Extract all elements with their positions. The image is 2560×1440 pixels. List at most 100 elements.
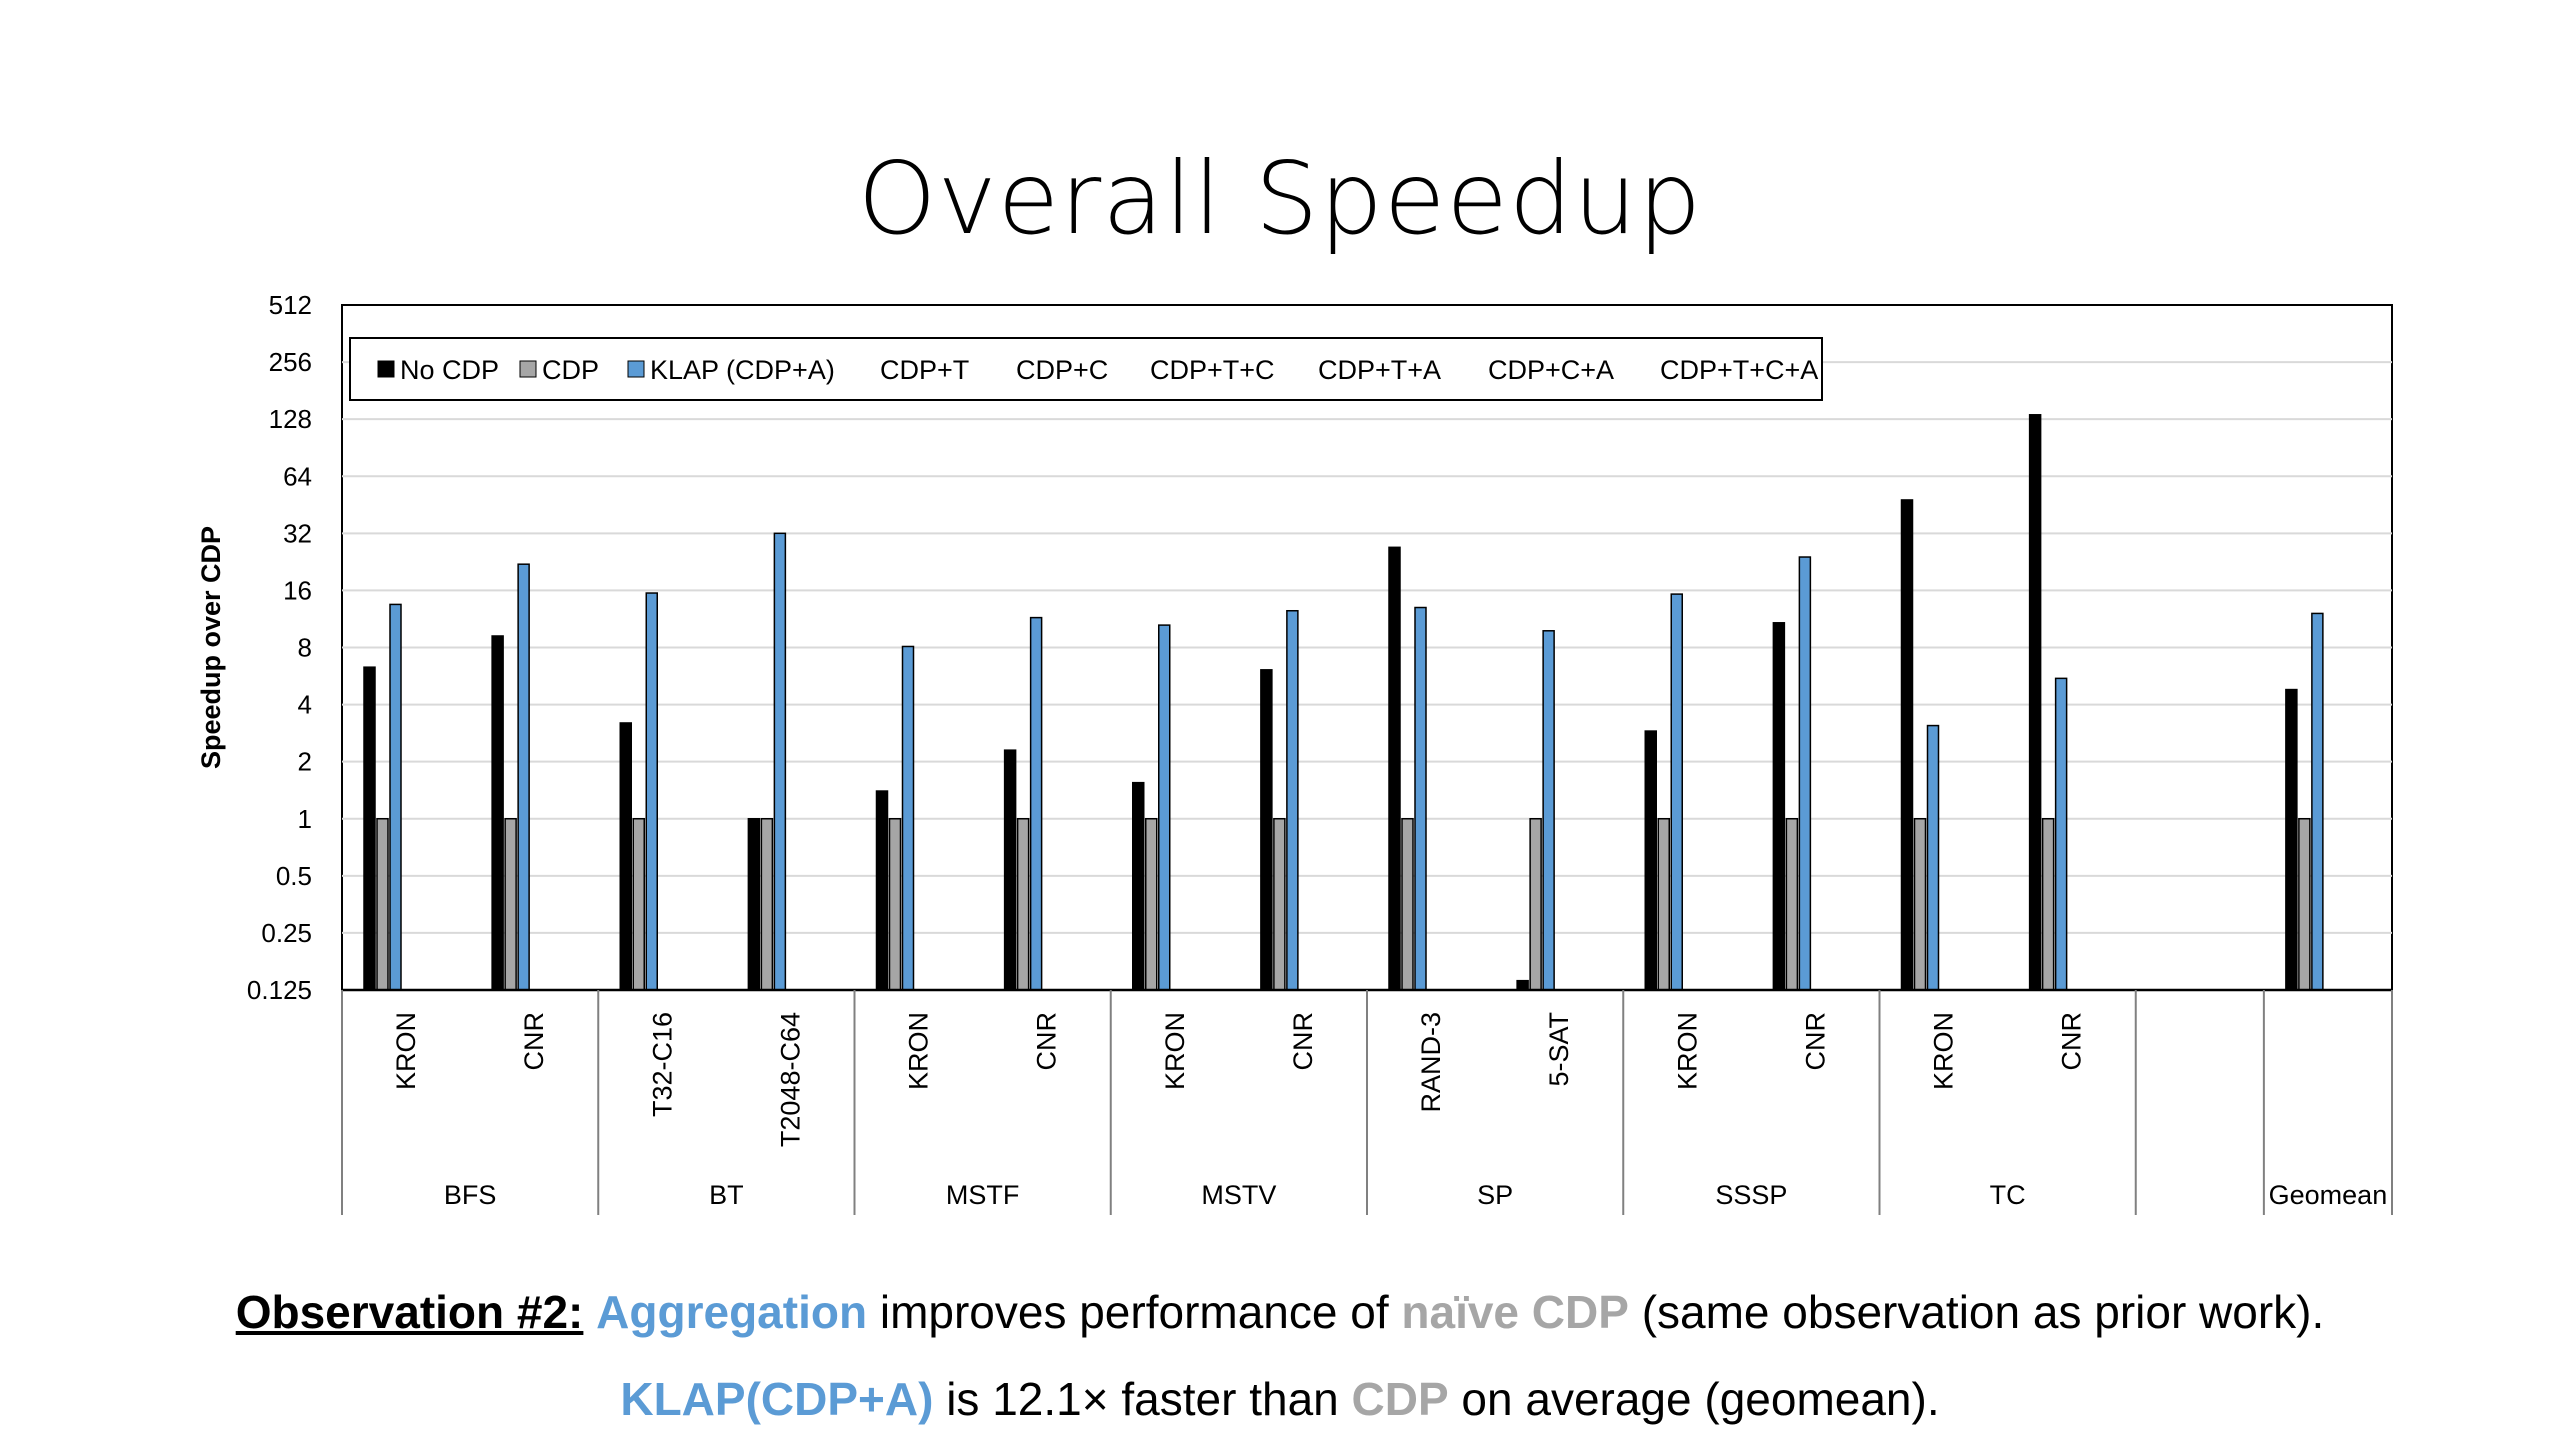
observation-heading: Observation #2: xyxy=(235,1286,584,1338)
group-label: SP xyxy=(1477,1180,1513,1210)
bar-cdp xyxy=(632,818,645,991)
bar-klap-cdp-a- xyxy=(1414,606,1427,991)
group-label: BT xyxy=(709,1180,744,1210)
category-label: KRON xyxy=(1672,1012,1702,1090)
y-tick-label: 2 xyxy=(298,747,312,777)
bar-cdp xyxy=(760,818,774,991)
bar-klap-cdp-a- xyxy=(1286,609,1299,991)
aggregation-term: Aggregation xyxy=(596,1286,868,1338)
bar-cdp xyxy=(2041,818,2055,991)
bar-cdp xyxy=(1016,818,1030,991)
bar-cdp xyxy=(2298,818,2311,991)
naive-cdp-term: naïve CDP xyxy=(1401,1286,1629,1338)
legend-item: CDP+T+A xyxy=(1318,355,1441,385)
category-label: KRON xyxy=(904,1012,934,1090)
group-label: SSSP xyxy=(1715,1180,1787,1210)
cdp-term: CDP xyxy=(1351,1373,1449,1425)
bar-cdp xyxy=(1529,818,1542,991)
category-label: CNR xyxy=(1032,1012,1062,1071)
y-tick-label: 32 xyxy=(283,518,312,548)
bar-cdp xyxy=(1145,818,1158,991)
bar-cdp xyxy=(376,818,389,991)
legend-item: No CDP xyxy=(400,355,499,385)
bar-klap-cdp-a- xyxy=(2054,677,2068,991)
bar-cdp xyxy=(888,818,902,991)
bar-no-cdp xyxy=(1260,669,1273,991)
bar-no-cdp xyxy=(619,722,632,991)
bar-klap-cdp-a- xyxy=(1798,556,1812,991)
group-label: MSTF xyxy=(946,1180,1020,1210)
group-label: Geomean xyxy=(2269,1180,2388,1210)
bar-klap-cdp-a- xyxy=(1542,630,1555,991)
y-axis-label: Speedup over CDP xyxy=(196,526,226,769)
y-tick-label: 256 xyxy=(269,347,312,377)
bar-no-cdp xyxy=(1132,781,1145,991)
category-label: KRON xyxy=(391,1012,421,1090)
y-tick-label: 0.125 xyxy=(247,975,312,1005)
group-label: TC xyxy=(1990,1180,2026,1210)
observation-text-1a: improves performance of xyxy=(867,1286,1402,1338)
bar-no-cdp xyxy=(2285,688,2298,991)
bar-cdp xyxy=(1273,818,1286,991)
legend-swatch xyxy=(627,360,645,378)
bar-no-cdp xyxy=(363,666,376,991)
observation-text-2a: is 12.1× faster than xyxy=(933,1373,1352,1425)
category-label: T32-C16 xyxy=(647,1012,677,1117)
bar-klap-cdp-a- xyxy=(1029,616,1043,991)
y-tick-label: 1 xyxy=(298,804,312,834)
bar-no-cdp xyxy=(1516,979,1529,991)
observation-text-1b: (same observation as prior work). xyxy=(1628,1286,2325,1338)
category-label: T2048-C64 xyxy=(775,1012,805,1147)
bar-no-cdp xyxy=(1644,730,1657,991)
bar-cdp xyxy=(504,818,517,991)
category-label: CNR xyxy=(519,1012,549,1071)
bar-no-cdp xyxy=(1388,546,1401,991)
bar-klap-cdp-a- xyxy=(2311,612,2324,991)
legend-item: CDP+C xyxy=(1016,355,1108,385)
category-label: 5-SAT xyxy=(1544,1012,1574,1087)
category-label: CNR xyxy=(2057,1012,2087,1071)
legend-item: KLAP (CDP+A) xyxy=(650,355,835,385)
y-tick-label: 8 xyxy=(298,633,312,663)
bar-klap-cdp-a- xyxy=(1158,624,1171,991)
bar-no-cdp xyxy=(1772,622,1786,991)
bar-cdp xyxy=(1657,818,1670,991)
legend-item: CDP+T+C xyxy=(1150,355,1275,385)
bar-cdp xyxy=(1785,818,1799,991)
observation-line-1: Observation #2: Aggregation improves per… xyxy=(0,1285,2560,1339)
y-tick-label: 512 xyxy=(269,290,312,320)
bar-klap-cdp-a- xyxy=(389,603,402,991)
group-label: BFS xyxy=(444,1180,497,1210)
y-tick-label: 0.25 xyxy=(261,918,312,948)
bar-klap-cdp-a- xyxy=(1926,724,1940,991)
y-tick-label: 0.5 xyxy=(276,861,312,891)
bar-no-cdp xyxy=(1003,749,1017,991)
legend-swatch xyxy=(519,360,537,378)
bar-no-cdp xyxy=(1900,499,1914,991)
bar-cdp xyxy=(1401,818,1414,991)
bar-no-cdp xyxy=(747,818,761,991)
legend-item: CDP+T+C+A xyxy=(1660,355,1818,385)
slide-title: Overall Speedup xyxy=(857,140,1703,257)
bar-no-cdp xyxy=(2028,414,2042,991)
observation-text-2b: on average (geomean). xyxy=(1448,1373,1940,1425)
bar-no-cdp xyxy=(875,790,889,991)
y-tick-label: 4 xyxy=(298,690,312,720)
bar-klap-cdp-a- xyxy=(517,563,530,991)
bar-klap-cdp-a- xyxy=(1670,593,1683,991)
bar-klap-cdp-a- xyxy=(773,532,787,991)
bar-no-cdp xyxy=(491,635,504,991)
category-label: KRON xyxy=(1160,1012,1190,1090)
category-label: CNR xyxy=(1800,1012,1830,1071)
bar-cdp xyxy=(1913,818,1927,991)
legend-item: CDP xyxy=(542,355,599,385)
legend-swatch xyxy=(377,360,395,378)
group-label: MSTV xyxy=(1201,1180,1276,1210)
y-tick-label: 16 xyxy=(283,575,312,605)
y-tick-label: 64 xyxy=(283,461,312,491)
bar-klap-cdp-a- xyxy=(901,645,915,991)
legend-item: CDP+T xyxy=(880,355,969,385)
observation-line-2: KLAP(CDP+A) is 12.1× faster than CDP on … xyxy=(0,1372,2560,1426)
legend-item: CDP+C+A xyxy=(1488,355,1614,385)
speedup-chart: 0.125 0.25 0.5 1 2 4 8 16 32 64 128 256 512 Speedup o… xyxy=(196,290,2393,1215)
